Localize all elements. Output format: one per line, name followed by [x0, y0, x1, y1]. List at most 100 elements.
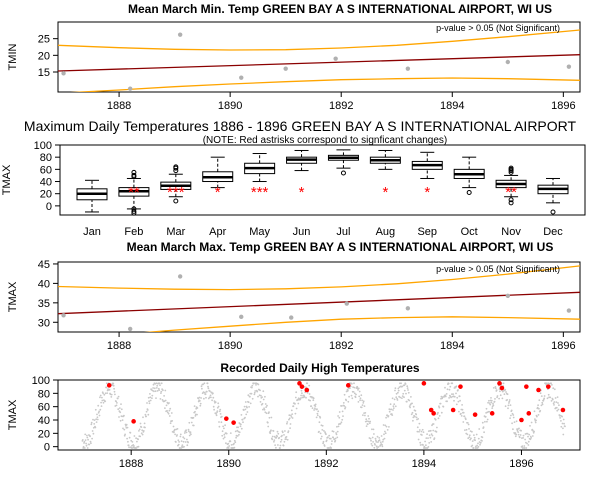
daily-point — [105, 382, 108, 385]
daily-point — [188, 434, 191, 437]
daily-point — [204, 393, 207, 395]
daily-point — [94, 426, 97, 429]
daily-highlight-2 — [224, 416, 229, 421]
daily-point — [371, 428, 373, 431]
daily-point — [359, 399, 361, 402]
daily-point — [246, 411, 249, 413]
daily-point — [353, 386, 356, 389]
daily-point — [259, 389, 261, 392]
daily-point — [354, 396, 357, 399]
daily-point — [215, 412, 218, 415]
daily-point — [171, 420, 174, 422]
daily-point — [406, 385, 409, 388]
daily-point — [151, 394, 154, 397]
daily-point — [217, 402, 220, 405]
daily-point — [490, 401, 493, 404]
daily-point — [471, 440, 474, 442]
box-outlier-3 — [131, 208, 137, 214]
daily-point — [287, 430, 290, 432]
daily-point — [180, 440, 183, 442]
box-month-label: May — [249, 226, 270, 238]
tmax-point-6 — [405, 306, 411, 311]
daily-point — [100, 401, 102, 404]
daily-point — [433, 437, 436, 439]
daily-point — [392, 405, 395, 408]
daily-point — [357, 387, 360, 390]
daily-point — [238, 431, 241, 434]
daily-point — [424, 440, 426, 443]
daily-point — [283, 440, 286, 443]
daily-highlight-10 — [431, 411, 436, 416]
daily-point — [432, 429, 435, 432]
daily-point — [403, 384, 406, 387]
daily-point — [209, 390, 211, 393]
box-month-label: Jul — [336, 226, 350, 238]
daily-point — [188, 421, 191, 424]
daily-point — [353, 382, 355, 385]
daily-point — [268, 411, 270, 413]
daily-point — [521, 445, 524, 448]
daily-point — [167, 412, 170, 415]
daily-point — [427, 437, 429, 439]
daily-point — [515, 420, 518, 423]
daily-point — [495, 389, 498, 391]
daily-point — [516, 429, 519, 432]
daily-point — [279, 444, 282, 447]
daily-point — [505, 391, 507, 393]
daily-point — [166, 411, 169, 414]
daily-point — [383, 437, 386, 440]
daily-point — [320, 437, 322, 440]
daily-point — [512, 428, 514, 431]
tmax-title: Mean March Max. Temp GREEN BAY A S INTER… — [127, 240, 554, 254]
tmax-ytick-label-1: 35 — [38, 298, 50, 310]
daily-point — [509, 417, 511, 419]
daily-point — [297, 402, 300, 405]
daily-point — [175, 441, 177, 443]
tmax-ytick-label-3: 45 — [38, 259, 50, 271]
daily-point — [210, 396, 212, 399]
daily-point — [305, 396, 307, 399]
daily-point — [389, 403, 392, 406]
daily-point — [128, 446, 131, 449]
daily-point — [332, 430, 335, 433]
daily-point — [242, 409, 245, 411]
daily-point — [501, 397, 504, 400]
daily-point — [327, 436, 329, 439]
daily-point — [393, 403, 396, 406]
daily-point — [542, 399, 545, 402]
daily-point — [301, 392, 303, 395]
daily-point — [493, 400, 496, 403]
daily-point — [459, 399, 461, 402]
daily-point — [323, 445, 326, 447]
daily-point — [91, 430, 94, 432]
daily-point — [257, 383, 260, 386]
daily-point — [149, 396, 152, 399]
daily-point — [534, 421, 537, 424]
daily-point — [116, 397, 119, 400]
daily-point — [340, 405, 343, 407]
daily-point — [300, 394, 302, 397]
daily-point — [236, 429, 239, 432]
daily-point — [123, 428, 126, 431]
daily-point — [189, 431, 192, 434]
daily-point — [288, 414, 291, 417]
daily-point — [563, 422, 565, 425]
daily-point — [334, 437, 337, 440]
daily-point — [455, 392, 457, 395]
daily-point — [133, 445, 135, 447]
daily-point — [420, 430, 423, 433]
daily-point — [492, 404, 495, 407]
daily-highlight-18 — [524, 384, 529, 389]
daily-point — [384, 430, 386, 433]
daily-point — [438, 406, 441, 409]
daily-point — [369, 420, 372, 423]
daily-point — [265, 406, 267, 408]
tmin-point-0 — [61, 71, 66, 76]
daily-point — [89, 440, 92, 443]
daily-point — [223, 436, 226, 439]
daily-point — [377, 441, 379, 443]
daily-point — [271, 438, 274, 441]
daily-point — [229, 440, 232, 443]
daily-point — [447, 382, 450, 385]
daily-point — [227, 447, 230, 449]
